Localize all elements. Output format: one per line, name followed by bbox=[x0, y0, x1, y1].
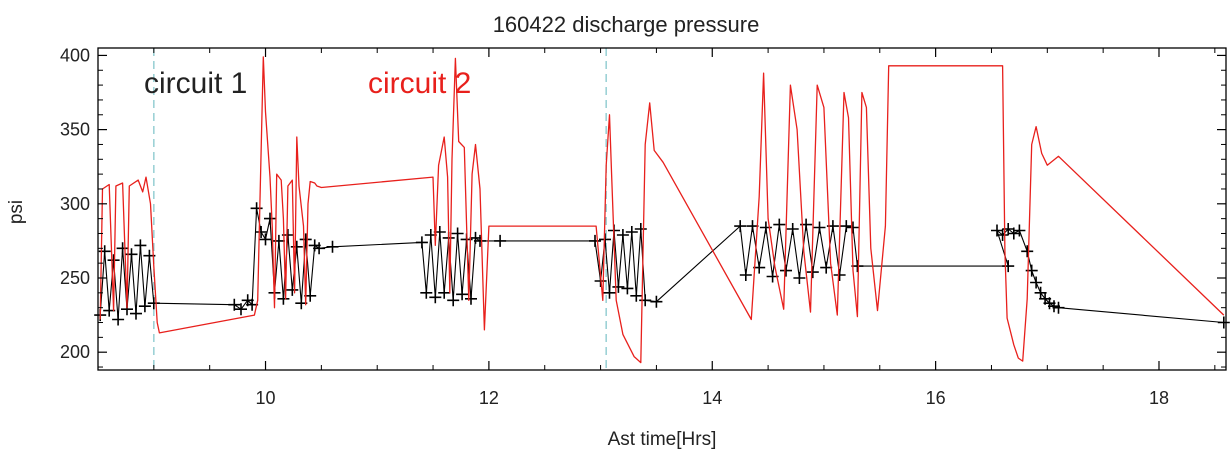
axes-frame bbox=[97, 47, 1227, 371]
data-point-circuit-1-69 bbox=[786, 223, 799, 235]
data-point-circuit-1-13 bbox=[228, 298, 241, 311]
data-point-circuit-1-51 bbox=[603, 286, 616, 299]
data-point-circuit-1-40 bbox=[447, 294, 460, 307]
data-point-circuit-1-82 bbox=[996, 229, 1009, 241]
data-point-circuit-1-76 bbox=[833, 269, 846, 281]
data-point-circuit-1-1 bbox=[98, 245, 111, 258]
data-point-circuit-1-77 bbox=[840, 220, 853, 233]
x-axis-label: Ast time[Hrs] bbox=[608, 429, 717, 450]
data-point-circuit-1-46 bbox=[474, 234, 486, 247]
data-point-circuit-1-3 bbox=[107, 254, 120, 267]
data-point-circuit-1-4 bbox=[112, 313, 125, 326]
data-point-circuit-1-84 bbox=[1007, 227, 1020, 240]
data-point-circuit-1-25 bbox=[286, 283, 299, 296]
data-point-circuit-1-31 bbox=[313, 242, 326, 255]
data-point-circuit-1-86 bbox=[1021, 245, 1034, 258]
plot-frame bbox=[97, 47, 1227, 371]
series-line-circuit-2 bbox=[99, 56, 1225, 364]
data-point-circuit-1-5 bbox=[116, 242, 129, 255]
data-point-circuit-1-41 bbox=[451, 227, 464, 240]
series-markers-circuit-1 bbox=[94, 202, 1230, 329]
chart-title: 160422 discharge pressure bbox=[493, 12, 760, 37]
data-point-circuit-1-12 bbox=[147, 297, 160, 310]
data-point-circuit-1-8 bbox=[130, 307, 142, 320]
data-point-circuit-1-85 bbox=[1013, 224, 1026, 237]
data-point-circuit-1-44 bbox=[465, 292, 477, 305]
data-point-circuit-1-60 bbox=[650, 295, 663, 308]
data-point-circuit-1-93 bbox=[1052, 301, 1065, 314]
reference-lines bbox=[153, 48, 607, 370]
y-tick-label-200: 200 bbox=[60, 342, 90, 362]
data-point-circuit-1-18 bbox=[255, 226, 268, 238]
legend-entry-circuit-1: circuit 1 bbox=[144, 67, 247, 100]
legend-entry-circuit-2: circuit 2 bbox=[368, 67, 471, 100]
data-point-circuit-1-70 bbox=[793, 272, 806, 284]
data-point-circuit-1-9 bbox=[134, 239, 147, 252]
data-point-circuit-1-47 bbox=[494, 234, 507, 247]
data-point-circuit-1-80 bbox=[1002, 260, 1015, 273]
series-layer bbox=[94, 56, 1230, 364]
x-axis: 10 12 14 16 18 bbox=[153, 48, 1216, 408]
data-point-circuit-1-54 bbox=[616, 229, 629, 241]
data-point-circuit-1-48 bbox=[589, 234, 601, 247]
data-point-circuit-1-22 bbox=[272, 234, 285, 247]
data-point-circuit-1-33 bbox=[415, 236, 428, 249]
data-point-circuit-1-19 bbox=[259, 233, 272, 246]
data-point-circuit-1-88 bbox=[1030, 276, 1043, 289]
data-point-circuit-1-32 bbox=[326, 240, 339, 253]
data-point-circuit-1-10 bbox=[138, 300, 151, 313]
data-point-circuit-1-23 bbox=[277, 292, 290, 305]
data-point-circuit-1-34 bbox=[420, 286, 433, 299]
y-tick-label-350: 350 bbox=[60, 120, 90, 140]
x-tick-label-18: 18 bbox=[1149, 388, 1169, 408]
data-point-circuit-1-59 bbox=[639, 294, 652, 307]
data-point-circuit-1-61 bbox=[734, 220, 747, 233]
data-point-circuit-1-56 bbox=[625, 226, 638, 238]
data-point-circuit-1-74 bbox=[820, 261, 833, 274]
y-axis-label: psi bbox=[6, 200, 27, 224]
x-tick-label-12: 12 bbox=[479, 388, 499, 408]
data-point-circuit-1-68 bbox=[780, 264, 792, 277]
data-point-circuit-1-26 bbox=[290, 240, 303, 253]
data-point-circuit-1-57 bbox=[630, 289, 643, 302]
data-point-circuit-1-63 bbox=[746, 220, 759, 233]
data-point-circuit-1-20 bbox=[264, 212, 276, 225]
data-point-circuit-1-58 bbox=[634, 223, 647, 235]
data-point-circuit-1-14 bbox=[235, 303, 247, 316]
y-tick-label-250: 250 bbox=[60, 268, 90, 288]
data-point-circuit-1-67 bbox=[773, 218, 786, 231]
data-point-circuit-1-17 bbox=[250, 202, 263, 215]
plot-area bbox=[98, 48, 1226, 370]
data-point-circuit-1-72 bbox=[806, 266, 819, 279]
data-point-circuit-1-78 bbox=[847, 221, 859, 234]
data-point-circuit-1-42 bbox=[456, 288, 469, 301]
data-point-circuit-1-62 bbox=[739, 269, 752, 281]
y-tick-label-400: 400 bbox=[60, 45, 90, 65]
y-tick-label-300: 300 bbox=[60, 194, 90, 214]
x-tick-label-10: 10 bbox=[256, 388, 276, 408]
x-tick-label-16: 16 bbox=[926, 388, 946, 408]
y-axis: 200 250 300 350 400 bbox=[60, 45, 1226, 368]
data-point-circuit-1-73 bbox=[813, 221, 826, 234]
data-point-circuit-1-53 bbox=[612, 280, 625, 293]
x-tick-label-14: 14 bbox=[702, 388, 722, 408]
data-point-circuit-1-38 bbox=[438, 286, 451, 299]
data-point-circuit-1-28 bbox=[299, 233, 312, 246]
data-point-circuit-1-36 bbox=[429, 291, 442, 304]
data-point-circuit-1-55 bbox=[621, 282, 634, 295]
plot-background bbox=[98, 48, 1226, 370]
